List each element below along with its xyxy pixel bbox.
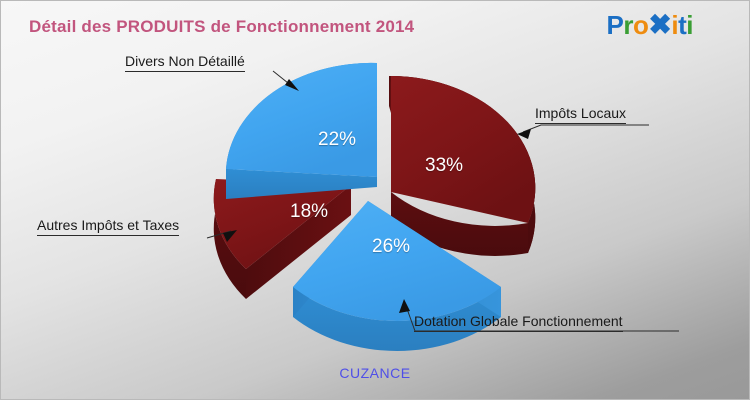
arrow-impots-icon <box>517 129 531 139</box>
proxiti-logo[interactable]: Pro✖iti <box>606 9 694 40</box>
logo-letter-r: r <box>623 10 633 40</box>
logo-letter-x-icon: ✖ <box>648 9 672 40</box>
commune-name: CUZANCE <box>339 365 411 381</box>
logo-letter-i1: i <box>671 10 679 40</box>
slice-value-dotation-globale: 26% <box>372 236 411 257</box>
slice-value-impots-locaux: 33% <box>425 155 464 176</box>
slice-label-impots-locaux: Impôts Locaux <box>535 105 627 124</box>
arrow-autres-icon <box>223 230 237 242</box>
logo-letter-i2: i <box>686 10 693 40</box>
slice-value-divers-non-detaille: 22% <box>318 129 357 150</box>
logo-letter-p: P <box>606 10 624 40</box>
leader-line-impots <box>522 124 649 133</box>
slice-dotation-globale[interactable] <box>293 201 501 351</box>
slice-label-autres-impots: Autres Impôts et Taxes <box>37 217 180 236</box>
arrow-divers-icon <box>285 79 299 91</box>
slice-label-divers-non-detaille: Divers Non Détaillé <box>125 53 245 72</box>
page-title: Détail des PRODUITS de Fonctionnement 20… <box>29 17 415 36</box>
callout-arrowheads <box>223 79 531 313</box>
logo-letter-t: t <box>678 10 687 40</box>
logo-letter-o: o <box>633 10 649 40</box>
slice-autres-impots[interactable] <box>213 179 351 299</box>
slice-divers-non-detaille[interactable] <box>226 62 377 200</box>
slice-label-dotation-globale: Dotation Globale Fonctionnement <box>414 313 623 332</box>
slice-value-autres-impots: 18% <box>290 201 329 222</box>
arrow-dotation-icon <box>399 299 410 313</box>
